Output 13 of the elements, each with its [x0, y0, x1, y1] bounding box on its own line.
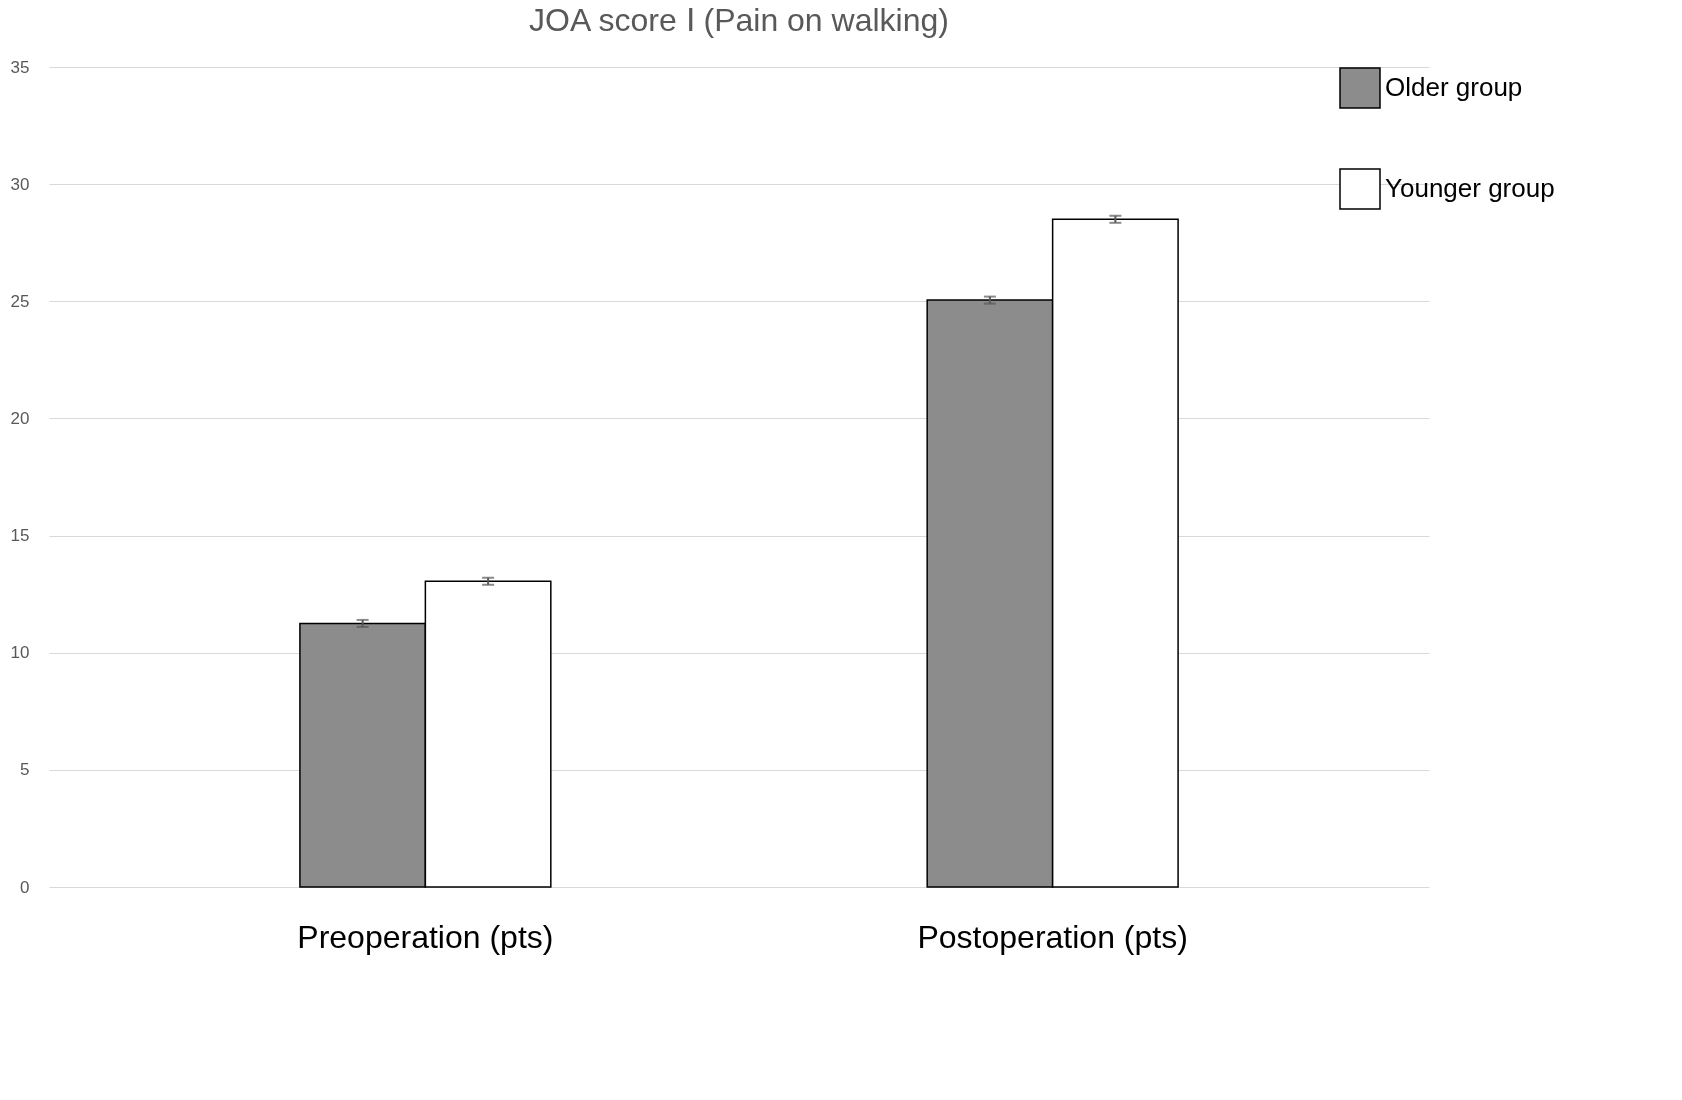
y-tick-label: 0	[20, 877, 30, 897]
legend-label: Younger group	[1385, 173, 1555, 203]
x-tick-label: Preoperation (pts)	[297, 918, 554, 955]
legend-label: Older group	[1385, 72, 1523, 102]
y-tick-label: 20	[10, 408, 30, 428]
y-tick-label: 30	[10, 174, 30, 194]
y-tick-label: 5	[20, 760, 30, 780]
y-tick-label: 25	[10, 291, 30, 311]
x-tick-label: Postoperation (pts)	[917, 918, 1188, 955]
y-tick-label: 35	[10, 57, 30, 77]
y-tick-label: 10	[10, 643, 30, 663]
y-tick-label: 15	[10, 526, 30, 546]
chart-title: JOA score Ⅰ (Pain on walking)	[529, 2, 949, 38]
